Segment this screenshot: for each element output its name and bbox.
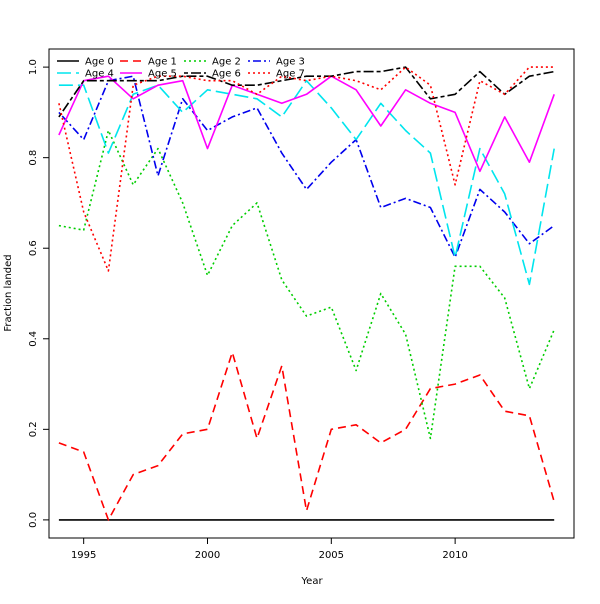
y-tick-label: 0.4 xyxy=(28,331,39,347)
legend-label-age-6: Age 6 xyxy=(212,69,241,80)
series-layer xyxy=(58,66,555,521)
x-axis-title: Year xyxy=(300,576,323,587)
series-line-age-7 xyxy=(58,66,555,272)
x-tick-label: 1995 xyxy=(71,550,96,561)
series-line-age-5 xyxy=(58,75,555,173)
series-line-age-6 xyxy=(58,66,555,118)
y-tick-label: 0.2 xyxy=(28,421,39,437)
y-tick-label: 0.6 xyxy=(28,240,39,256)
series-line-age-2 xyxy=(58,129,555,440)
x-tick-label: 2005 xyxy=(319,550,344,561)
x-tick-label: 2000 xyxy=(195,550,220,561)
legend: Age 0 Age 1 Age 2 Age 3 Age 4 Age 5 Age 6 Age 7 xyxy=(57,57,305,80)
plot-frame xyxy=(48,48,575,539)
y-tick-label: 1.0 xyxy=(28,59,39,75)
x-tick-label: 2010 xyxy=(442,550,467,561)
series-line-age-1 xyxy=(58,351,555,521)
x-axis: 1995 2000 2005 2010 xyxy=(71,538,468,561)
series-line-age-4 xyxy=(58,79,555,286)
legend-label-age-5: Age 5 xyxy=(148,69,177,80)
legend-label-age-3: Age 3 xyxy=(276,57,305,68)
legend-label-age-2: Age 2 xyxy=(212,57,241,68)
y-axis-title: Fraction landed xyxy=(3,254,14,331)
legend-label-age-4: Age 4 xyxy=(85,69,114,80)
legend-label-age-0: Age 0 xyxy=(85,57,114,68)
series-line-age-3 xyxy=(58,75,555,259)
legend-label-age-1: Age 1 xyxy=(148,57,177,68)
y-axis: 0.0 0.2 0.4 0.6 0.8 1.0 xyxy=(28,59,49,528)
y-tick-label: 0.0 xyxy=(28,512,39,528)
y-tick-label: 0.8 xyxy=(28,150,39,166)
legend-label-age-7: Age 7 xyxy=(276,69,305,80)
